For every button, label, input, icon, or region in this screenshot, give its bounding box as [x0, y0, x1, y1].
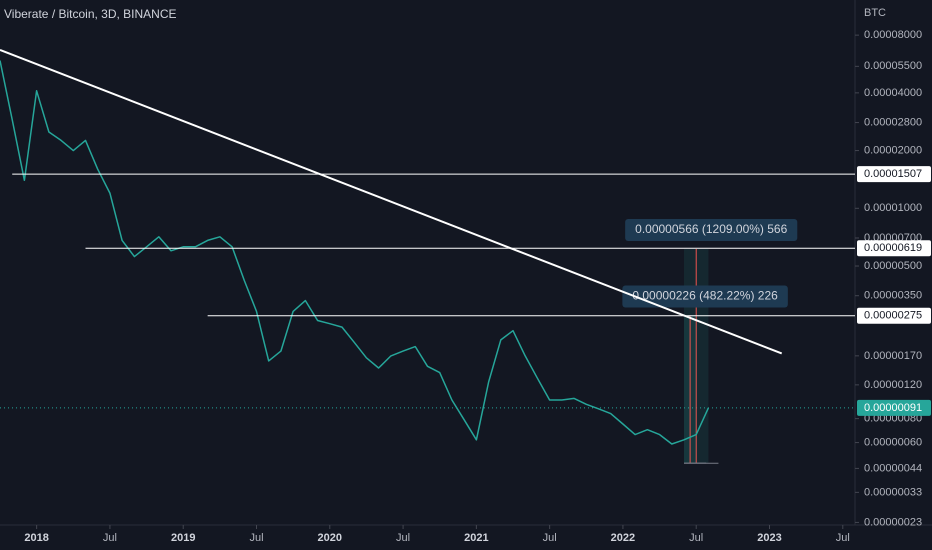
y-tick-label: 0.00002800 [864, 116, 922, 128]
trendline [0, 48, 783, 355]
price-line [0, 60, 710, 445]
y-tick-label: 0.00000033 [864, 486, 922, 498]
measure-label-text: 0.00000226 (482.22%) 226 [632, 289, 778, 303]
last-price-label: 0.00000091 [864, 402, 922, 414]
y-tick-label: 0.00000350 [864, 290, 922, 302]
y-tick-label: 0.00000500 [864, 260, 922, 272]
y-tick-label: 0.00000120 [864, 379, 922, 391]
x-tick-label: 2021 [464, 532, 488, 544]
y-tick-label: 0.00008000 [864, 29, 922, 41]
measure-label: 0.00000566 (1209.00%) 566 [625, 219, 798, 242]
measure-label-text: 0.00000566 (1209.00%) 566 [635, 222, 787, 236]
price-label-bg [857, 307, 931, 324]
price-label: 0.00000275 [864, 310, 922, 322]
x-tick-label: Jul [836, 532, 850, 544]
chart-title: Viberate / Bitcoin, 3D, BINANCE [4, 7, 177, 21]
x-tick-label: 2020 [318, 532, 342, 544]
x-tick-label: 2023 [757, 532, 781, 544]
x-tick-label: Jul [396, 532, 410, 544]
y-tick-label: 0.00000060 [864, 436, 922, 448]
x-tick-label: Jul [103, 532, 117, 544]
last-price-bg [857, 399, 931, 416]
x-tick-label: Jul [689, 532, 703, 544]
measure-label: 0.00000226 (482.22%) 226 [622, 285, 788, 308]
x-tick-label: Jul [249, 532, 263, 544]
x-tick-label: Jul [543, 532, 557, 544]
measure-label-bg [625, 219, 798, 242]
y-tick-label: 0.00000170 [864, 350, 922, 362]
measure-label-bg [622, 285, 788, 308]
x-tick-label: 2018 [24, 532, 48, 544]
y-tick-label: 0.00000023 [864, 516, 922, 528]
y-tick-label: 0.00001000 [864, 202, 922, 214]
price-label: 0.00000619 [864, 242, 922, 254]
y-tick-label: 0.00002000 [864, 144, 922, 156]
unit-label: BTC [864, 7, 886, 19]
price-label-bg [857, 240, 931, 257]
y-tick-label: 0.00000044 [864, 462, 922, 474]
price-label-bg [857, 166, 931, 183]
y-tick-label: 0.00005500 [864, 60, 922, 72]
price-label: 0.00001507 [864, 168, 922, 180]
y-tick-label: 0.00004000 [864, 87, 922, 99]
x-tick-label: 2022 [611, 532, 635, 544]
x-tick-label: 2019 [171, 532, 195, 544]
